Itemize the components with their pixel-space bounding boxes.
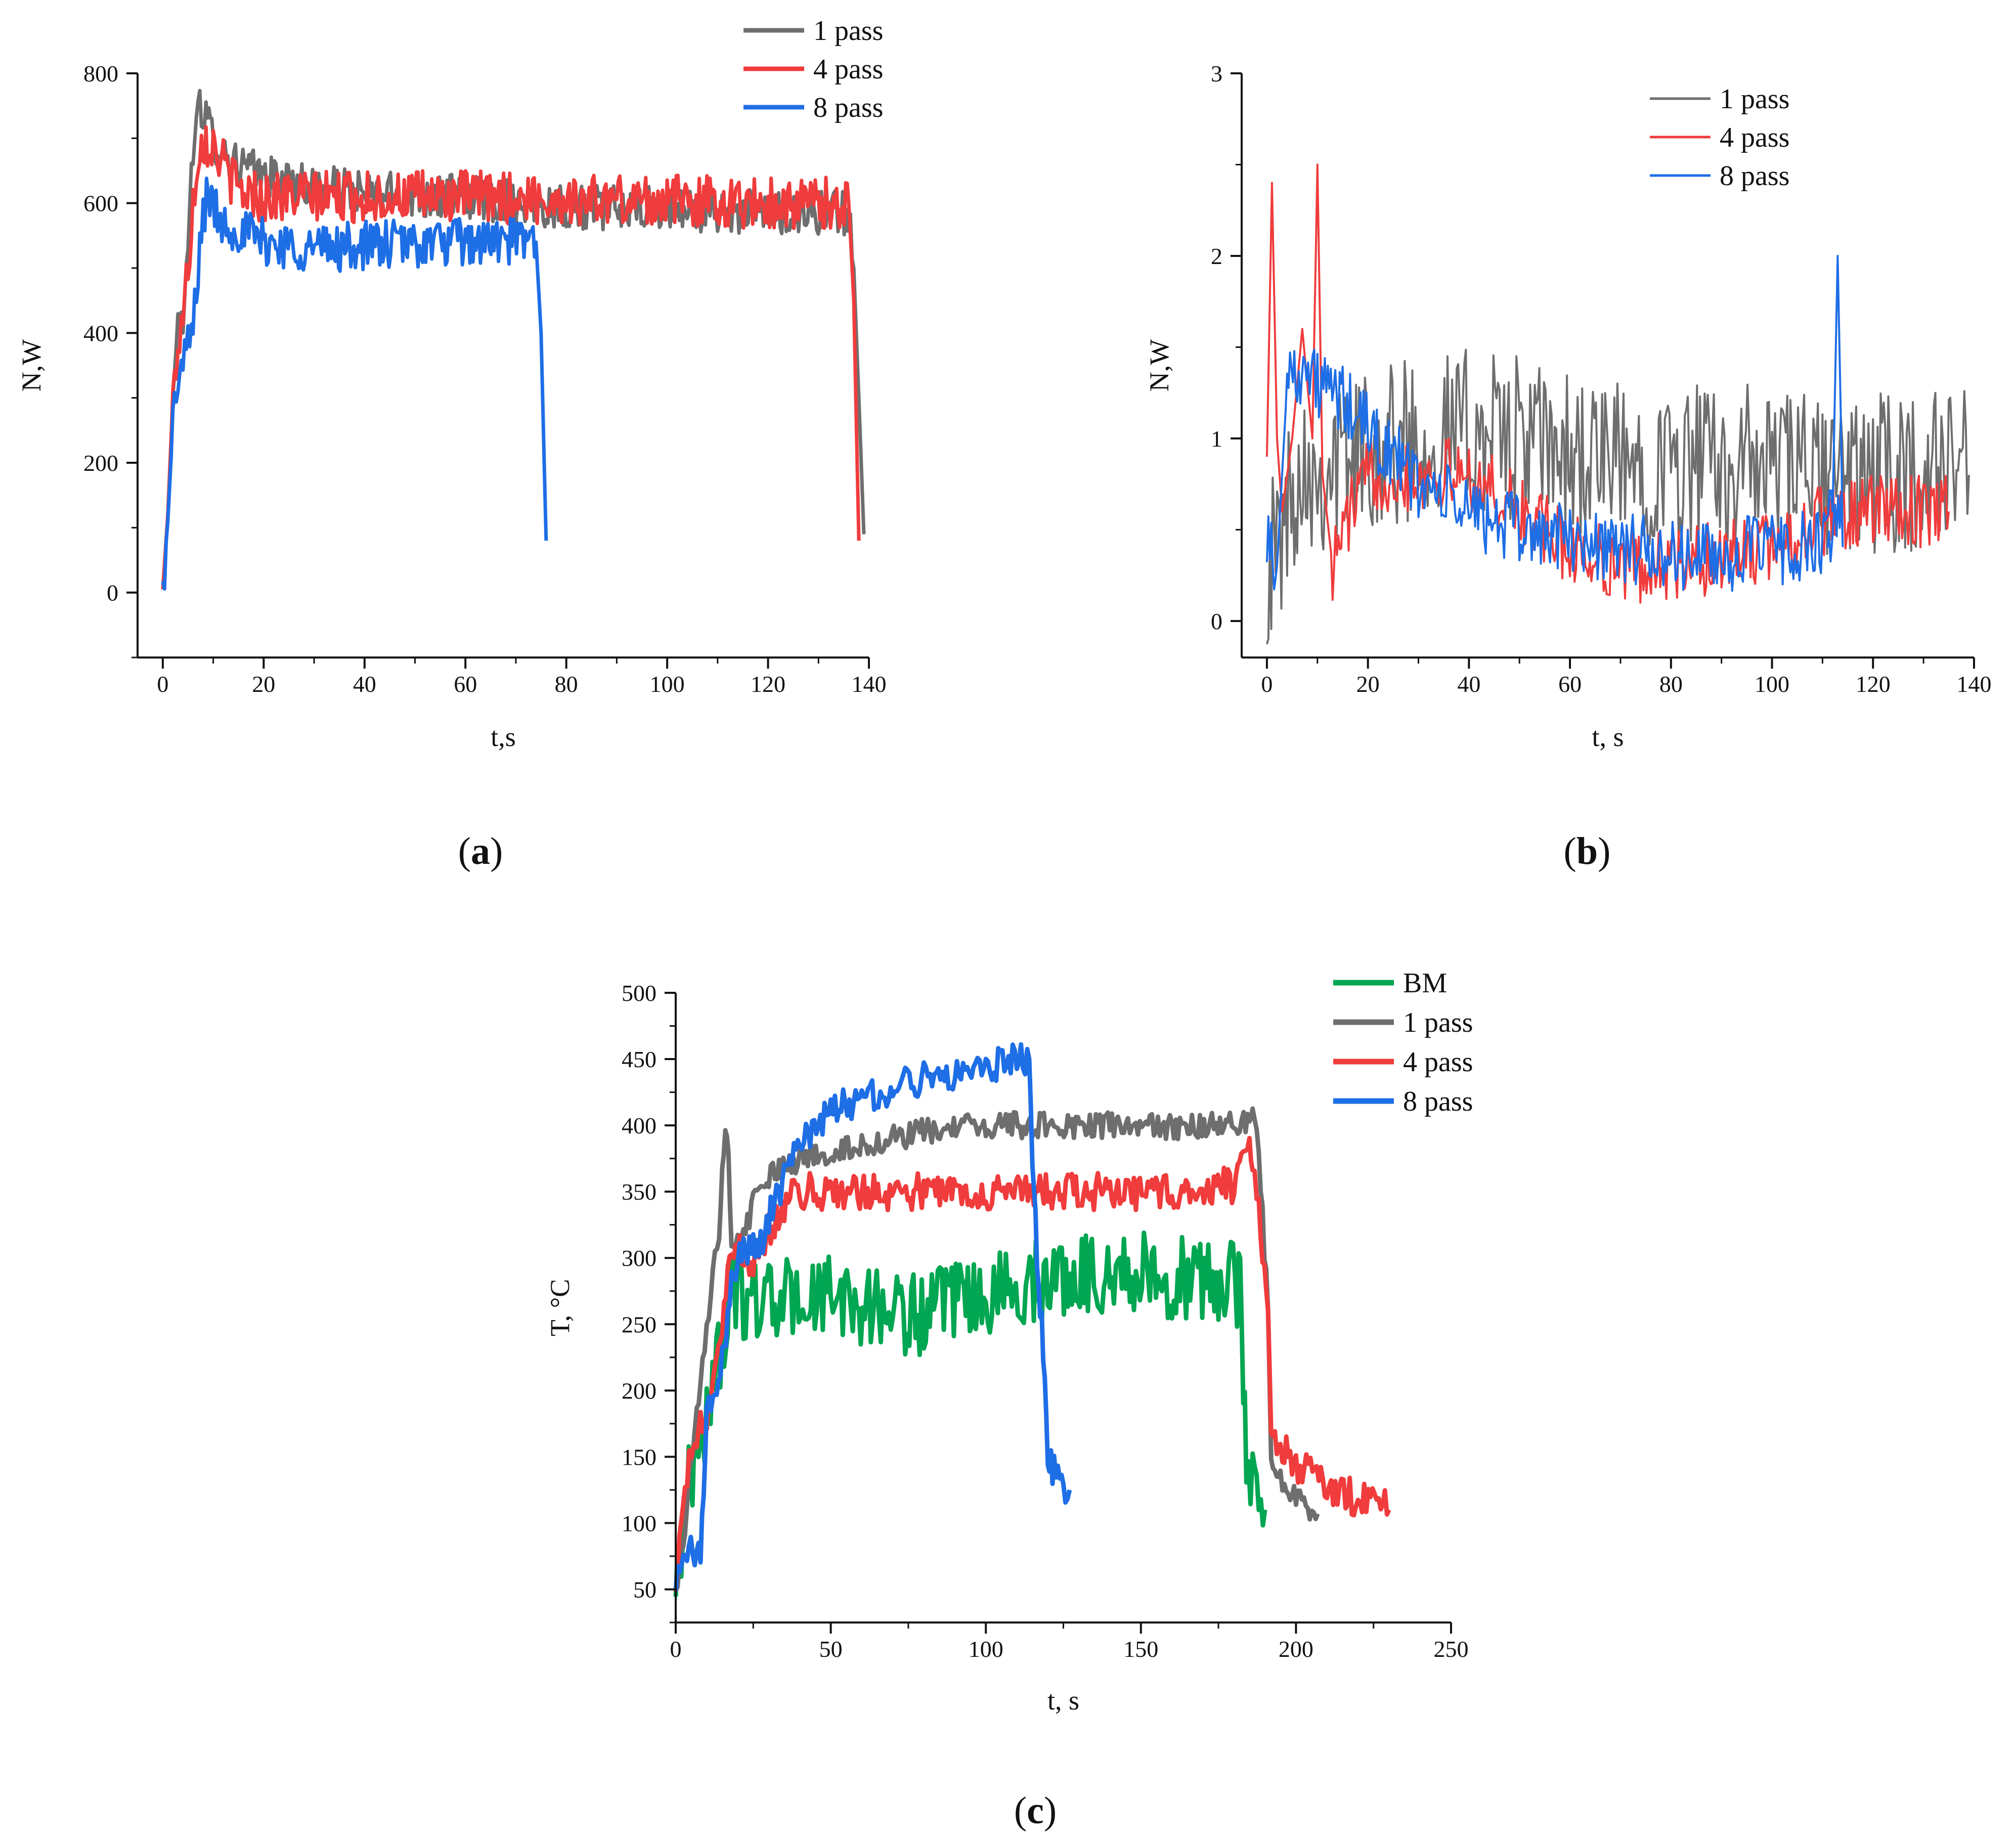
series-line-1-pass — [673, 1106, 1320, 1592]
caption-b: (b) — [1564, 830, 1611, 872]
series-line-8-pass — [161, 177, 548, 591]
legend: 1 pass 4 pass 8 pass — [1650, 83, 1789, 192]
chart-panel-c: 0 50 100 150 200 250 50 100 150 200 250 300 350 400 45… — [545, 968, 1473, 1716]
x-tick-label: 60 — [454, 671, 477, 697]
y-tick-label: 3 — [1211, 61, 1222, 86]
x-axis-label: t, s — [1047, 1685, 1079, 1716]
x-tick-label: 40 — [1457, 671, 1480, 697]
y-tick-label: 0 — [107, 580, 118, 606]
y-tick-label: 1 — [1211, 426, 1222, 452]
series-line-1-pass — [161, 89, 866, 590]
x-tick-label: 140 — [852, 671, 887, 697]
series-group — [161, 89, 866, 591]
x-axis-label: t,s — [491, 722, 516, 752]
y-tick-label: 500 — [622, 980, 656, 1006]
x-tick-label: 40 — [353, 671, 376, 697]
series-line-bm — [673, 1230, 1267, 1597]
x-tick-label: 100 — [650, 671, 685, 697]
legend-label: BM — [1403, 968, 1447, 999]
x-tick-label: 120 — [1856, 671, 1891, 697]
caption-c: (c) — [1014, 1789, 1057, 1832]
y-tick-label: 200 — [83, 450, 118, 476]
x-tick-label: 20 — [1356, 671, 1380, 697]
x-tick-label: 20 — [252, 671, 275, 697]
x-tick-label: 200 — [1279, 1636, 1313, 1662]
y-tick-label: 2 — [1211, 243, 1222, 269]
series-line-4-pass — [161, 125, 861, 590]
y-axis-label: N,W — [1144, 339, 1174, 391]
x-tick-label: 0 — [1261, 671, 1273, 697]
y-axis-label: T, °C — [545, 1279, 575, 1337]
x-axis-label: t, s — [1592, 722, 1624, 752]
x-tick-label: 0 — [157, 671, 168, 697]
y-tick-label: 800 — [83, 61, 118, 86]
y-tick-label: 300 — [622, 1245, 656, 1271]
legend: 1 pass 4 pass 8 pass — [743, 15, 883, 123]
legend-label: 1 pass — [813, 15, 883, 47]
y-tick-label: 350 — [622, 1179, 656, 1205]
y-tick-label: 150 — [622, 1444, 656, 1470]
x-tick-label: 150 — [1123, 1636, 1158, 1662]
y-tick-label: 450 — [622, 1046, 656, 1072]
y-axis-label: N,W — [16, 339, 47, 391]
x-tick-label: 60 — [1558, 671, 1582, 697]
series-group — [1265, 163, 1970, 645]
caption-a: (a) — [458, 830, 503, 872]
y-tick-label: 250 — [622, 1311, 656, 1337]
y-tick-label: 400 — [622, 1113, 656, 1138]
series-line-4-pass — [673, 1135, 1391, 1592]
chart-panel-b: 0 20 40 60 80 100 120 140 0 1 2 3 t, s N,W 1 pass 4 pas… — [1144, 61, 1992, 752]
series-group — [673, 1042, 1391, 1597]
legend-label: 8 pass — [1403, 1086, 1473, 1117]
x-tick-label: 250 — [1434, 1636, 1469, 1662]
chart-panel-a: 0 20 40 60 80 100 120 140 0 200 400 600 800 t,s N,W 1 p… — [16, 15, 887, 752]
legend-label: 1 pass — [1403, 1007, 1473, 1038]
x-tick-label: 80 — [555, 671, 578, 697]
x-tick-label: 100 — [1755, 671, 1789, 697]
series-line-8-pass — [1265, 254, 1844, 592]
x-tick-label: 100 — [969, 1636, 1003, 1662]
x-tick-label: 50 — [819, 1636, 843, 1662]
y-tick-label: 200 — [622, 1378, 656, 1403]
legend-label: 4 pass — [1403, 1046, 1473, 1078]
y-tick-label: 100 — [622, 1510, 656, 1536]
legend: BM 1 pass 4 pass 8 pass — [1333, 968, 1473, 1117]
x-tick-label: 80 — [1659, 671, 1683, 697]
y-tick-label: 0 — [1211, 608, 1222, 634]
x-tick-label: 120 — [751, 671, 785, 697]
x-tick-label: 140 — [1957, 671, 1992, 697]
legend-label: 4 pass — [813, 54, 883, 85]
y-tick-label: 400 — [83, 320, 118, 346]
x-tick-label: 0 — [670, 1636, 682, 1662]
legend-label: 4 pass — [1720, 122, 1789, 153]
y-tick-label: 50 — [633, 1576, 656, 1602]
legend-label: 1 pass — [1720, 83, 1789, 115]
y-tick-label: 600 — [83, 191, 118, 216]
legend-label: 8 pass — [1720, 160, 1789, 192]
series-line-8-pass — [673, 1042, 1072, 1591]
legend-label: 8 pass — [813, 92, 883, 123]
